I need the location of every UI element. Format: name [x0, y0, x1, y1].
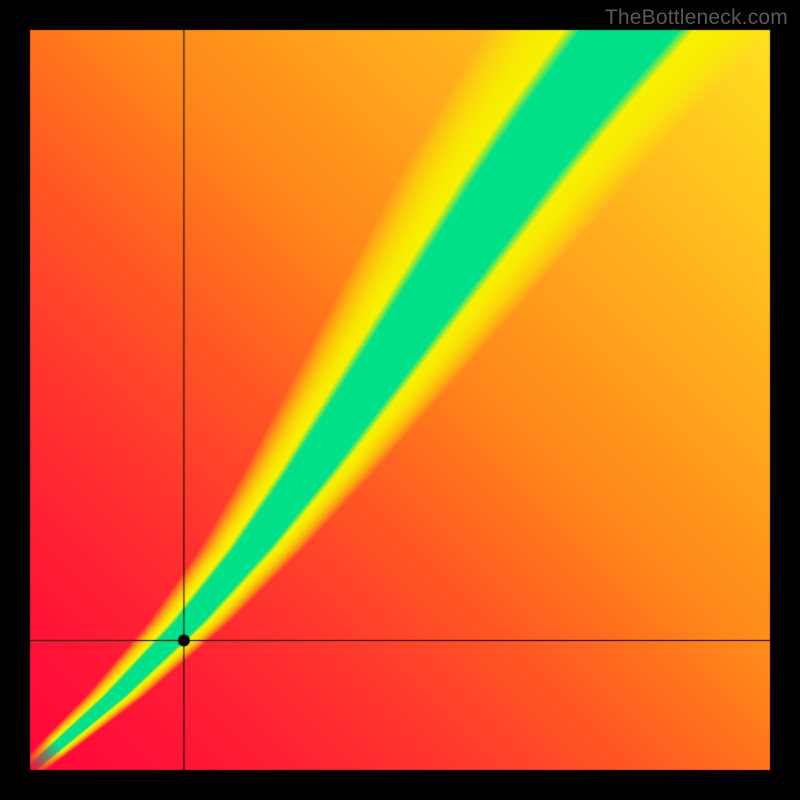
chart-container: TheBottleneck.com — [0, 0, 800, 800]
watermark-text: TheBottleneck.com — [605, 6, 788, 30]
heatmap-canvas — [0, 0, 800, 800]
